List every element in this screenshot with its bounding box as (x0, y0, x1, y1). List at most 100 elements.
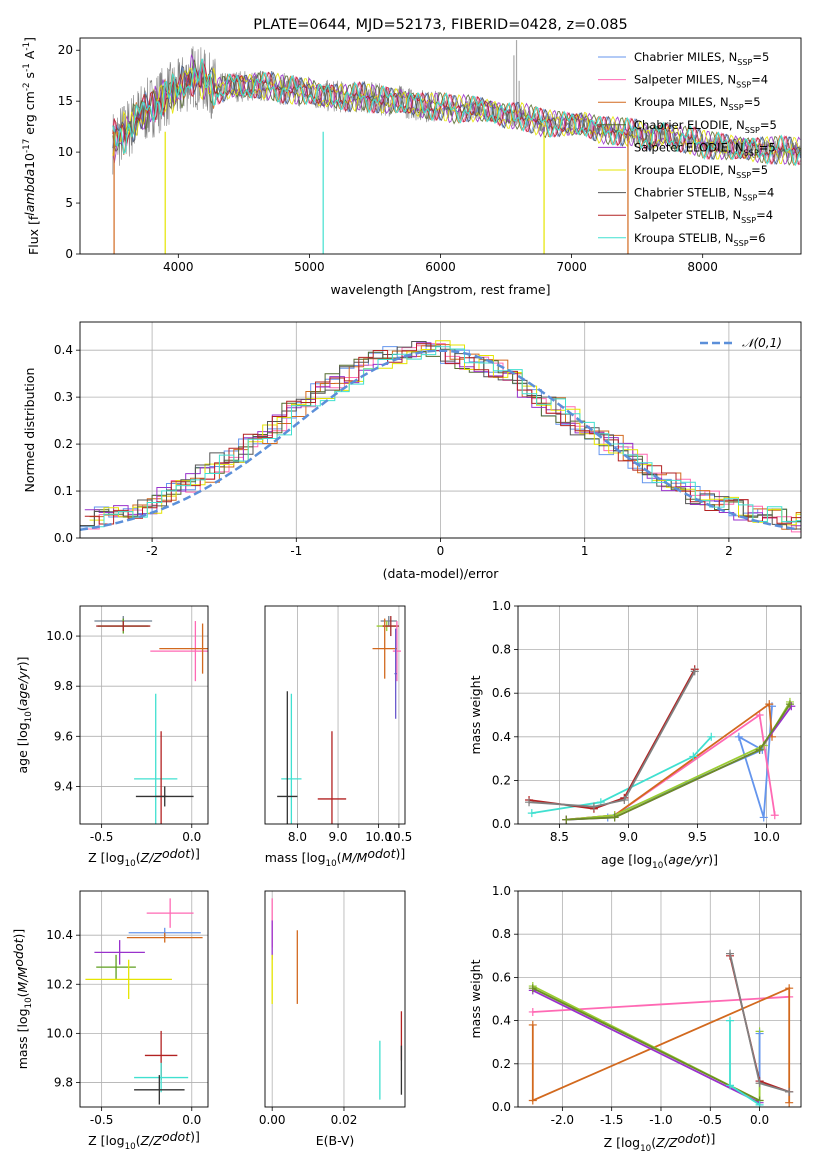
legend-label: Chabrier ELODIE, NSSP​=5 (634, 118, 777, 135)
label-part: =4 (757, 186, 774, 200)
label-part: SSP (734, 239, 749, 248)
y-tick-label: 15 (58, 94, 73, 108)
y-tick-label: 0.2 (492, 773, 511, 787)
axes-frame (79, 37, 802, 255)
legend-label: Salpeter ELODIE, NSSP​=5 (634, 140, 776, 157)
label-part: )] (190, 1129, 200, 1144)
y-tick-label: 0.4 (54, 343, 73, 357)
y-tick-label: 10.0 (46, 1026, 73, 1040)
weight-marker (525, 798, 534, 807)
label-part: age [log (601, 852, 652, 867)
label-part: s (22, 72, 37, 83)
x-tick-label: 0.0 (182, 1113, 201, 1127)
x-axis-label: (data-model)/error (383, 566, 500, 581)
label-part: age/yr (668, 852, 709, 867)
weight-marker (785, 1087, 794, 1096)
plot-area (112, 40, 801, 254)
label-part: 10 (24, 711, 34, 722)
plot-area (525, 665, 796, 824)
label-part: odot (677, 1131, 706, 1146)
label-part: Salpeter STELIB, N (634, 208, 741, 222)
histogram-series (84, 343, 801, 525)
axes-frame (264, 605, 406, 825)
label-part: odot (162, 1129, 191, 1144)
y-axis-label: mass [log10​(M/M​odot)] (11, 929, 34, 1070)
label-part: M/M (342, 850, 368, 865)
y-tick-label: 10.2 (46, 977, 73, 991)
legend-label: Salpeter MILES, NSSP​=4 (634, 73, 768, 90)
x-tick-label: 0.00 (259, 1113, 286, 1127)
legend-label: Chabrier MILES, NSSP​=5 (634, 50, 769, 67)
y-tick-label: 9.8 (54, 1075, 73, 1089)
weight-line (528, 668, 696, 810)
chart-7: -2.0 -1.5 -1.0 -0.5 0.0 0.0 0.2 0.4 0.6 0.8 1.0 Z [… (468, 884, 802, 1154)
model-curve (112, 67, 801, 165)
label-part: A (22, 50, 37, 63)
axes-frame (79, 605, 209, 825)
label-part: Z [log (604, 1135, 640, 1150)
y-tick-label: 0.0 (492, 817, 511, 831)
x-axis-label: mass [log10​(M/M​odot)] (265, 846, 406, 869)
weight-line (532, 987, 760, 1102)
x-tick-label: -2 (146, 544, 158, 558)
weight-marker (785, 984, 794, 993)
weight-marker (734, 732, 743, 741)
y-tick-label: 10 (58, 145, 73, 159)
label-part: PLATE=0644, MJD=52173, FIBERID=0428, z=0… (253, 17, 627, 33)
x-tick-label: 6000 (425, 260, 456, 274)
label-part: Z/Z (140, 1133, 163, 1148)
y-tick-label: 0.3 (54, 390, 73, 404)
y-tick-label: 5 (65, 196, 73, 210)
weight-line (566, 703, 791, 821)
label-part: SSP (729, 103, 744, 112)
y-axis-label: age [log10​(age/yr)] (15, 656, 34, 773)
label-part: =5 (744, 95, 761, 109)
label-part: 10 (24, 997, 34, 1008)
x-axis-label: age [log10​(age/yr)] (601, 852, 718, 871)
x-tick-label: -1.5 (600, 1113, 623, 1127)
y-tick-label: 9.8 (54, 679, 73, 693)
x-tick-label: -2.0 (551, 1113, 574, 1127)
weight-marker (689, 752, 698, 761)
chart-3: 8.0 9.0 10.010.5 mass [log10​(M/M​odot)] (264, 605, 412, 869)
x-tick-label: -1.0 (649, 1113, 672, 1127)
x-tick-label: 0.02 (331, 1113, 358, 1127)
weight-marker (528, 1096, 537, 1105)
label-part: Chabrier STELIB, N (634, 186, 742, 200)
label-part: M/M (15, 966, 30, 992)
chart-1: -2 -1 0 1 2 0.0 0.1 0.2 0.3 0.4 (data-model)/error… (22, 321, 802, 581)
label-part: ( (136, 850, 141, 865)
y-tick-label: 0.0 (492, 1100, 511, 1114)
label-part: lambda (22, 169, 37, 216)
chart-5: -0.5 0.0 9.8 10.0 10.2 10.4 Z [log10​(Z/Z​odot… (11, 890, 209, 1152)
legend-label: Kroupa ELODIE, NSSP​=5 (634, 163, 768, 180)
x-tick-label: 1 (581, 544, 589, 558)
label-part: wavelength [Angstrom, rest frame] (330, 282, 550, 297)
histogram-series (80, 341, 801, 530)
label-part: SSP (737, 58, 752, 67)
chart-4: 8.5 9.0 9.5 10.0 0.0 0.2 0.4 0.6 0.8 1.0 age [log1… (468, 599, 802, 871)
histogram-series (84, 342, 801, 527)
axes-frame (79, 321, 802, 539)
weight-marker (528, 984, 537, 993)
weight-marker (620, 796, 629, 805)
weight-marker (610, 813, 619, 822)
label-part: =5 (760, 118, 777, 132)
y-tick-label: 0.1 (54, 484, 73, 498)
x-tick-label: 0 (437, 544, 445, 558)
legend: Chabrier MILES, NSSP​=5 Salpeter MILES, N… (598, 50, 777, 248)
weight-marker (755, 1100, 764, 1107)
x-tick-label: 4000 (163, 260, 194, 274)
axes-frame (517, 890, 802, 1108)
label-part: =4 (751, 73, 768, 87)
label-part: ] (22, 37, 37, 42)
x-tick-label: 0.0 (182, 830, 201, 844)
legend-label: Kroupa MILES, NSSP​=5 (634, 95, 761, 112)
histogram-series (89, 346, 801, 528)
weight-marker (528, 1007, 537, 1016)
x-axis-label: Z [log10​(Z/Z​odot)] (88, 846, 200, 869)
axes-frame (517, 605, 802, 825)
y-tick-label: 1.0 (492, 884, 511, 898)
legend-label: 𝒩(0,1) (742, 336, 782, 350)
label-part: Kroupa ELODIE, N (634, 163, 736, 177)
